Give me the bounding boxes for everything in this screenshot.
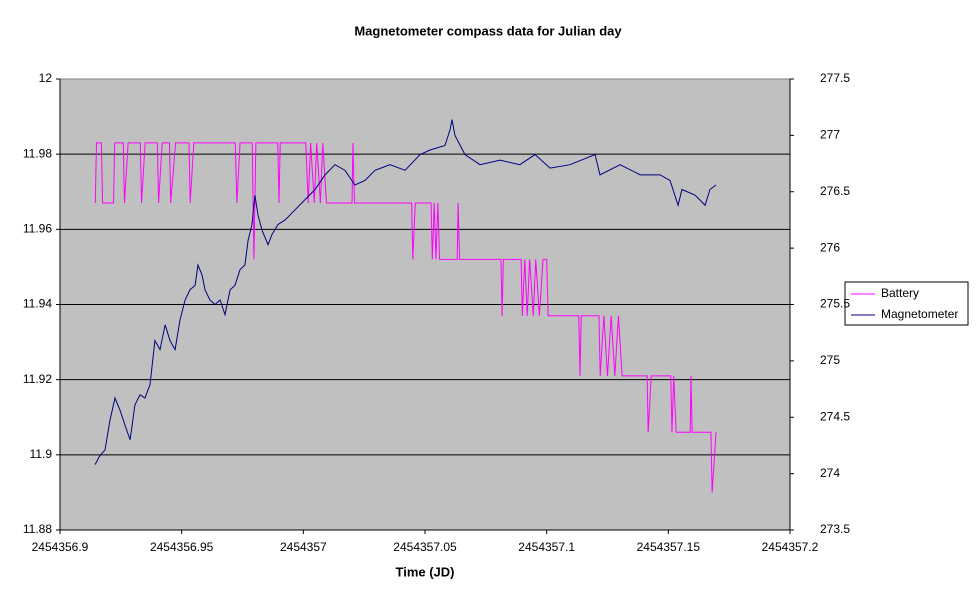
series-line (94, 142, 717, 493)
y-tick-label: 12 (39, 71, 53, 85)
x-tick-label: 2454357.2 (762, 540, 819, 554)
x-tick-label: 2454357.1 (518, 540, 575, 554)
y2-tick-label: 277 (820, 128, 840, 142)
y2-tick-label: 273.5 (820, 522, 850, 536)
y2-tick-label: 276 (820, 240, 840, 254)
y-tick-label: 11.96 (23, 222, 52, 236)
y-tick-label: 11.94 (23, 297, 52, 311)
x-tick-label: 2454356.95 (150, 540, 214, 554)
legend-label: Magnetometer (881, 307, 958, 321)
chart-title: Magnetometer compass data for Julian day (354, 23, 622, 38)
y-tick-label: 11.92 (23, 372, 52, 386)
x-tick-label: 2454356.9 (32, 540, 89, 554)
y2-tick-label: 275.5 (820, 297, 850, 311)
legend-label: Battery (881, 286, 919, 300)
legend (844, 281, 969, 326)
y-tick-label: 11.98 (23, 146, 52, 160)
y-tick-label: 11.9 (30, 447, 53, 461)
series-line (94, 119, 717, 465)
y2-tick-label: 274 (820, 466, 840, 480)
x-tick-label: 2454357.05 (393, 540, 457, 554)
y2-tick-label: 274.5 (820, 409, 850, 423)
y2-tick-label: 276.5 (820, 184, 850, 198)
x-tick-label: 2454357.15 (637, 540, 701, 554)
y-tick-label: 11.88 (23, 522, 52, 536)
x-tick-label: 2454357 (280, 540, 327, 554)
y2-tick-label: 275 (820, 353, 840, 367)
y2-tick-label: 277.5 (820, 71, 850, 85)
x-axis-title: Time (JD) (396, 564, 455, 579)
